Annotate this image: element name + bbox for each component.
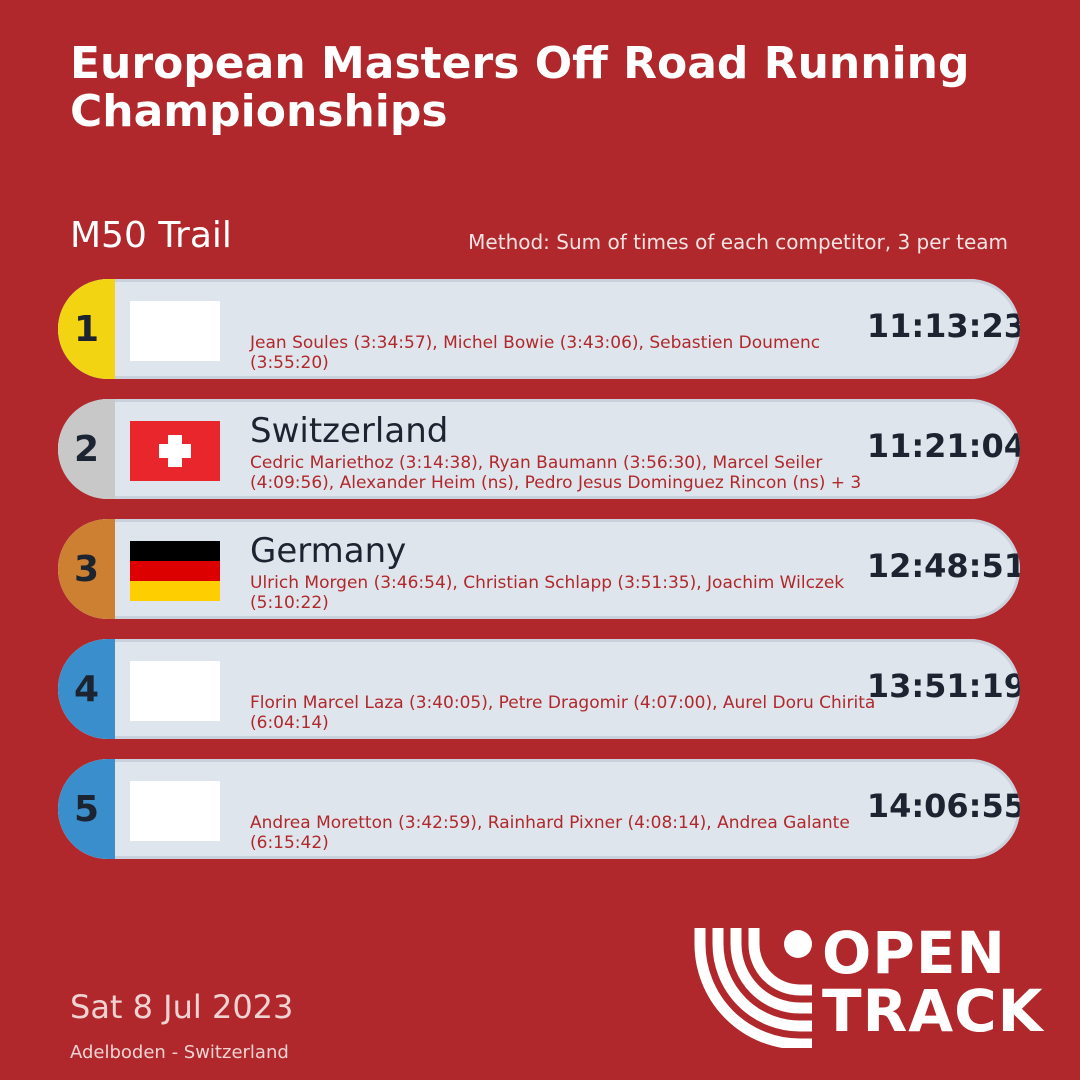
opentrack-arcs-icon [694,928,812,1048]
logo-wordmark: OPEN TRACK [822,924,1044,1040]
team-total-time: 11:13:23 [866,307,1020,345]
result-row-3: 3 Germany Ulrich Morgen (3:46:54), Chris… [58,519,1020,619]
country-name: Switzerland [250,411,449,451]
scoring-method: Method: Sum of times of each competitor,… [468,230,1008,254]
event-name: M50 Trail [70,215,232,256]
country-name: Germany [250,531,407,571]
result-row-4: 4 Florin Marcel Laza (3:40:05), Petre Dr… [58,639,1020,739]
position-badge: 3 [58,519,115,619]
result-row-1: 1 Jean Soules (3:34:57), Michel Bowie (3… [58,279,1020,379]
team-members: Jean Soules (3:34:57), Michel Bowie (3:4… [250,333,821,373]
event-date: Sat 8 Jul 2023 [70,988,294,1026]
team-members: Andrea Moretton (3:42:59), Rainhard Pixn… [250,813,850,853]
logo-line-2: TRACK [822,977,1044,1045]
team-total-time: 14:06:55 [866,787,1020,825]
team-members: Cedric Mariethoz (3:14:38), Ryan Baumann… [250,453,862,493]
germany-flag [130,541,220,601]
team-members: Ulrich Morgen (3:46:54), Christian Schla… [250,573,845,613]
logo-line-1: OPEN [822,919,1006,987]
team-members: Florin Marcel Laza (3:40:05), Petre Drag… [250,693,876,733]
result-row-5: 5 Andrea Moretton (3:42:59), Rainhard Pi… [58,759,1020,859]
team-total-time: 13:51:19 [866,667,1020,705]
opentrack-logo: OPEN TRACK [694,924,1054,1048]
team-total-time: 11:21:04 [866,427,1020,465]
blank-flag [130,781,220,841]
blank-flag [130,661,220,721]
result-row-2: 2 Switzerland Cedric Mariethoz (3:14:38)… [58,399,1020,499]
position-badge: 4 [58,639,115,739]
blank-flag [130,301,220,361]
page-title: European Masters Off Road Running Champi… [70,38,970,137]
position-badge: 2 [58,399,115,499]
event-venue: Adelboden - Switzerland [70,1042,289,1063]
position-badge: 1 [58,279,115,379]
team-total-time: 12:48:51 [866,547,1020,585]
position-badge: 5 [58,759,115,859]
switzerland-flag [130,421,220,481]
